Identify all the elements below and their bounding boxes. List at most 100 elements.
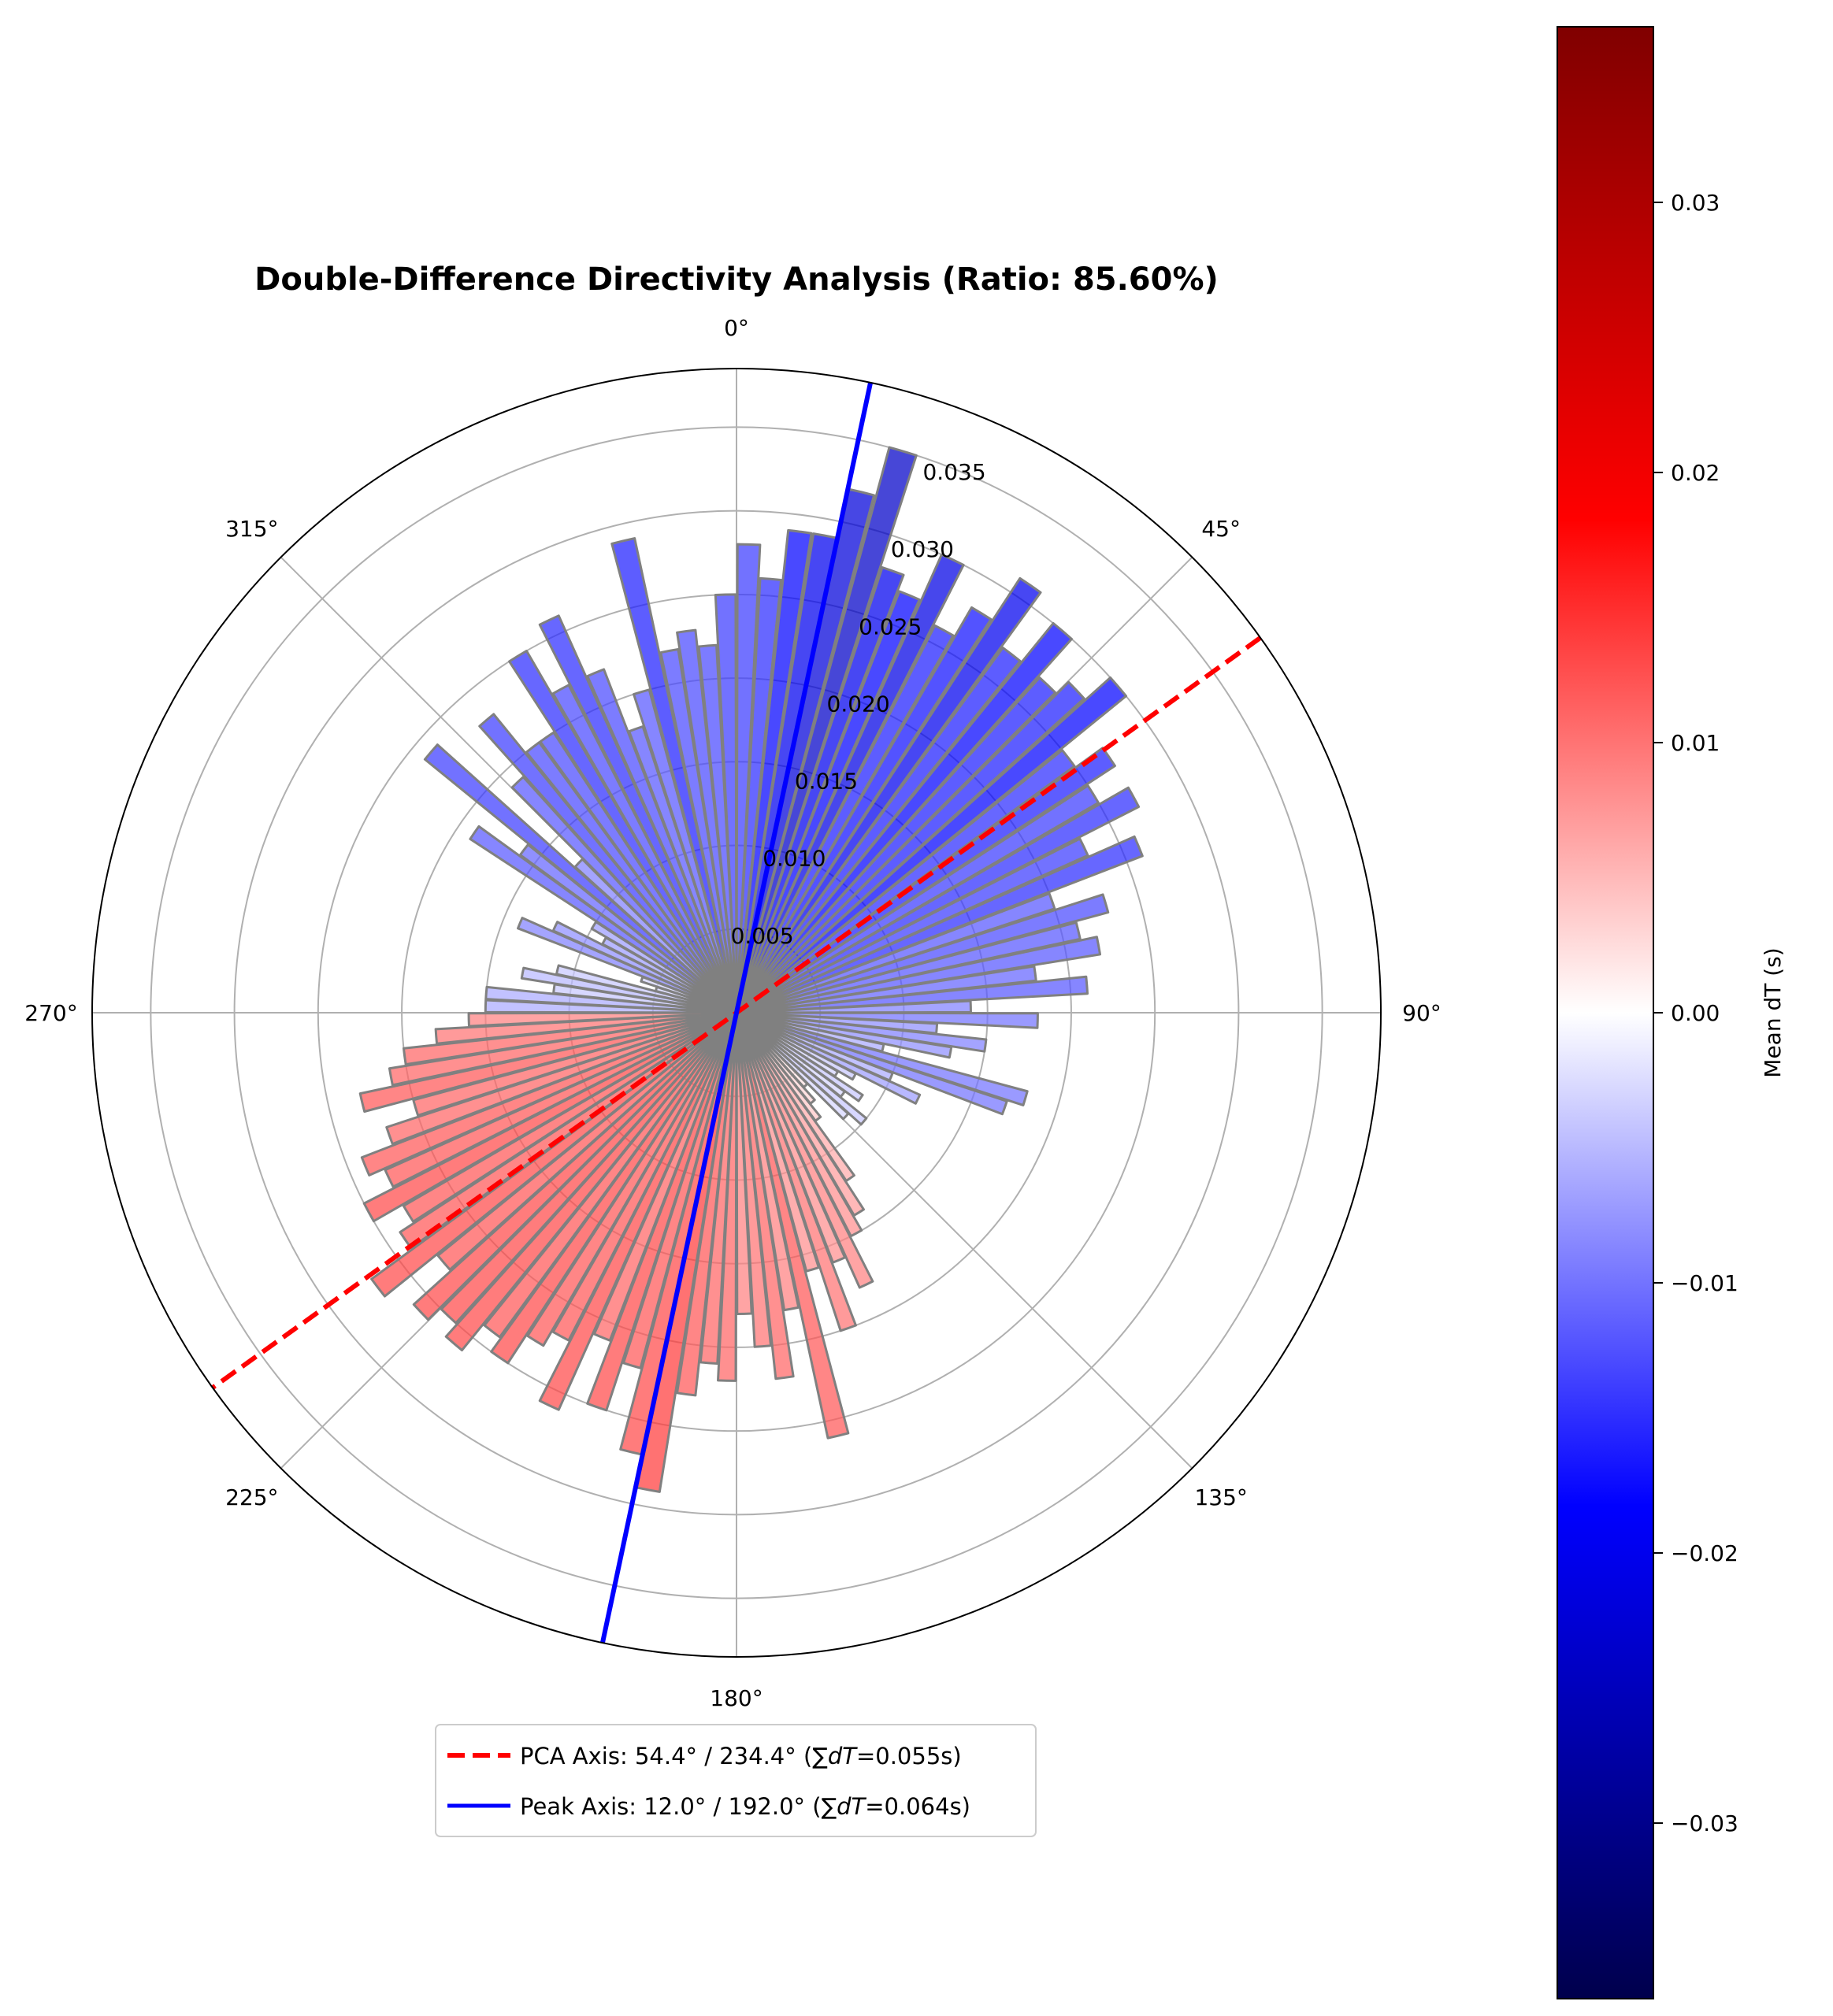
- bar: [735, 446, 918, 1014]
- radial-tick-label: 0.010: [763, 846, 826, 872]
- angle-tick-label: 45°: [1201, 516, 1241, 542]
- bar: [735, 936, 1102, 1014]
- bar: [735, 676, 1057, 1014]
- bar: [551, 684, 738, 1014]
- colorbar: −0.03 −0.02 −0.01 0.00 0.01 0.02 0.03 Mean dT …: [1557, 26, 1786, 1999]
- legend-pca-math: ∑dT: [812, 1743, 858, 1770]
- bar: [735, 621, 1074, 1014]
- bar: [735, 837, 1089, 1014]
- bar: [610, 537, 738, 1014]
- bar: [735, 965, 1037, 1014]
- axis-lines: [211, 382, 1262, 1644]
- bar: [735, 892, 1056, 1014]
- bar: [402, 1011, 738, 1223]
- bar: [436, 1011, 738, 1271]
- radial-tick-label: 0.015: [795, 769, 858, 795]
- peak-axis-line: [599, 382, 874, 1644]
- colorbar-tick-label: −0.01: [1671, 1270, 1738, 1296]
- legend-pca-prefix: PCA Axis: 54.4° / 234.4° (: [520, 1743, 812, 1770]
- radial-tick-label: 0.030: [891, 536, 954, 562]
- legend-peak-label: Peak Axis: 12.0° / 192.0° (∑dT=0.064s): [520, 1793, 970, 1820]
- bar: [735, 1011, 753, 1315]
- bar: [735, 606, 993, 1014]
- legend-pca-label: PCA Axis: 54.4° / 234.4° (∑dT=0.055s): [520, 1743, 962, 1770]
- bar: [538, 1011, 738, 1411]
- bar: [423, 743, 738, 1014]
- bar: [586, 668, 738, 1014]
- bar: [633, 688, 738, 1014]
- bar: [735, 590, 921, 1014]
- bar: [659, 647, 738, 1014]
- bar: [469, 825, 738, 1014]
- bar: [434, 1011, 738, 1045]
- bar: [735, 624, 955, 1014]
- radial-tick-label: 0.020: [827, 691, 890, 717]
- angle-tick-label: 315°: [225, 516, 278, 542]
- bar: [440, 1011, 738, 1325]
- bar: [358, 1011, 738, 1113]
- colorbar-gradient: [1557, 26, 1654, 1999]
- bar: [490, 1011, 738, 1365]
- bar: [735, 1011, 857, 1332]
- bar: [735, 1011, 850, 1440]
- bar: [412, 1011, 738, 1117]
- angle-tick-label: 225°: [225, 1484, 278, 1510]
- radial-tick-label: 0.025: [859, 613, 922, 639]
- bar: [360, 1011, 738, 1177]
- bar: [735, 647, 1022, 1014]
- bar: [697, 643, 738, 1014]
- bar: [735, 786, 1141, 1014]
- bar: [483, 1011, 738, 1339]
- legend-peak-prefix: Peak Axis: 12.0° / 192.0° (: [520, 1793, 822, 1820]
- chart-title: Double-Difference Directivity Analysis (…: [254, 261, 1219, 298]
- bar: [384, 1011, 738, 1188]
- colorbar-tick-label: −0.02: [1671, 1540, 1738, 1566]
- bar: [508, 650, 738, 1014]
- bar: [735, 921, 1082, 1014]
- bar: [714, 593, 738, 1014]
- bar: [370, 1011, 738, 1298]
- bar: [362, 1011, 738, 1223]
- bar: [735, 576, 1042, 1014]
- bar: [525, 741, 738, 1014]
- polar-frame: [91, 368, 1382, 1658]
- angle-tick-labels: 0° 45° 90° 135° 180° 225° 270° 315°: [24, 315, 1442, 1711]
- bar: [467, 1011, 738, 1028]
- colorbar-tick-label: 0.00: [1671, 1000, 1720, 1026]
- angle-tick-label: 135°: [1194, 1484, 1247, 1510]
- bar: [402, 1011, 738, 1066]
- bar: [735, 893, 1110, 1014]
- bar: [735, 975, 1089, 1014]
- bar: [735, 1011, 795, 1380]
- bar: [478, 713, 738, 1014]
- bar: [538, 614, 738, 1014]
- colorbar-tick-label: 0.02: [1671, 460, 1720, 486]
- radial-tick-label: 0.005: [731, 923, 794, 949]
- bar: [735, 553, 965, 1014]
- radial-tick-labels: 0.005 0.010 0.015 0.020 0.025 0.030 0.035: [731, 459, 986, 949]
- legend-peak-suffix: =0.064s): [865, 1793, 970, 1820]
- bar: [735, 1011, 874, 1289]
- bar: [628, 725, 738, 1014]
- legend-peak-math: ∑dT: [822, 1793, 867, 1820]
- bar: [735, 1011, 773, 1348]
- radial-tick-label: 0.035: [922, 459, 985, 485]
- bar: [735, 835, 1144, 1014]
- angle-tick-label: 0°: [724, 315, 749, 341]
- colorbar-tick-label: −0.03: [1671, 1810, 1738, 1836]
- angle-tick-label: 180°: [710, 1685, 763, 1711]
- bar: [735, 749, 1076, 1014]
- colorbar-label: Mean dT (s): [1760, 947, 1786, 1077]
- bar: [444, 1011, 738, 1352]
- colorbar-tick-label: 0.01: [1671, 730, 1720, 756]
- bar: [539, 731, 738, 1014]
- bar: [551, 1011, 738, 1342]
- legend-pca-suffix: =0.055s): [856, 1743, 962, 1770]
- angle-tick-label: 90°: [1402, 1000, 1442, 1026]
- bar: [735, 784, 1100, 1014]
- colorbar-tick-label: 0.03: [1671, 190, 1720, 216]
- angle-tick-label: 270°: [24, 1000, 77, 1026]
- legend-frame: [435, 1724, 1037, 1837]
- bar: [388, 1011, 738, 1087]
